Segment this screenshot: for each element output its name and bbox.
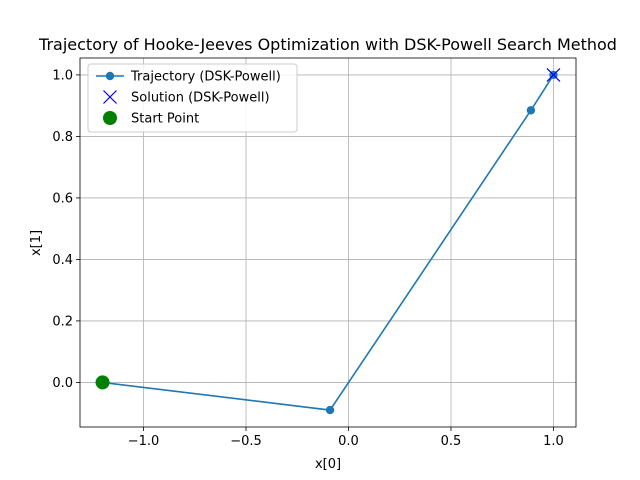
x-tick-label: −1.0 — [128, 434, 160, 449]
solution-marker-stroke — [546, 67, 561, 82]
y-axis-label: x[1] — [29, 230, 44, 256]
grid-lines — [80, 58, 576, 427]
axes-border — [79, 57, 577, 428]
x-tick-label: 0.0 — [338, 434, 359, 449]
legend-entry: Trajectory (DSK-Powell) — [96, 70, 281, 85]
x-tick-label: 1.0 — [543, 434, 564, 449]
solution-marker — [546, 67, 561, 82]
legend-label: Solution (DSK-Powell) — [131, 91, 270, 106]
legend-label: Start Point — [131, 112, 199, 127]
trajectory-line — [102, 74, 555, 411]
legend-entry: Solution (DSK-Powell) — [103, 90, 270, 106]
legend-label: Trajectory (DSK-Powell) — [130, 70, 281, 85]
legend: Trajectory (DSK-Powell) Solution (DSK-Pow… — [87, 63, 298, 133]
y-axis-ticks: 0.0 0.2 0.4 0.6 0.8 1.0 — [52, 68, 80, 391]
x-axis-ticks: −1.0 −0.5 0.0 0.5 1.0 — [128, 427, 564, 449]
data-series — [95, 67, 561, 415]
x-tick-label: −0.5 — [230, 434, 262, 449]
chart-title: Trajectory of Hooke-Jeeves Optimization … — [38, 35, 617, 54]
y-tick-label: 0.0 — [52, 376, 73, 391]
start-point-marker — [95, 375, 110, 390]
x-axis-label: x[0] — [315, 457, 341, 472]
trajectory-point — [325, 405, 335, 415]
legend-dot-swatch — [105, 71, 115, 81]
legend-big-dot-swatch — [103, 111, 117, 125]
x-tick-label: 0.5 — [441, 434, 462, 449]
legend-box — [87, 63, 298, 133]
legend-entry: Start Point — [103, 111, 199, 127]
y-tick-label: 0.8 — [52, 130, 73, 145]
y-tick-label: 0.6 — [52, 191, 73, 206]
y-tick-label: 1.0 — [52, 68, 73, 83]
y-tick-label: 0.4 — [52, 253, 73, 268]
axes-frame — [79, 57, 577, 428]
trajectory-point — [526, 106, 536, 115]
legend-x-swatch — [103, 90, 117, 104]
y-tick-label: 0.2 — [52, 314, 73, 329]
